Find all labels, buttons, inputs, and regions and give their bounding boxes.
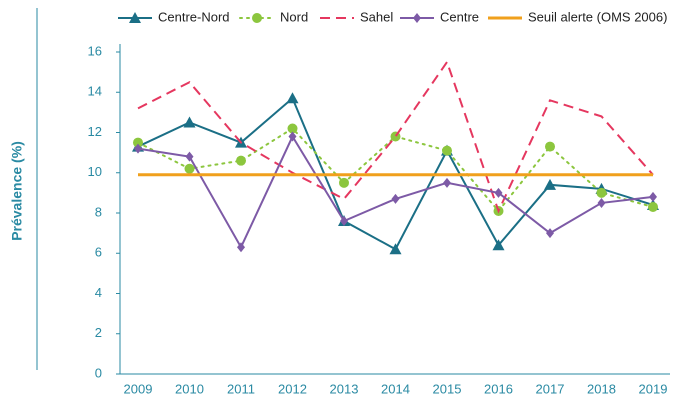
point (596, 187, 607, 198)
x-tick-label: 2013 (330, 381, 359, 396)
y-tick-label: 10 (88, 164, 102, 179)
point (649, 191, 657, 202)
x-tick-label: 2014 (381, 381, 410, 396)
y-axis-label: Prévalence (%) (9, 141, 25, 241)
point (133, 137, 143, 148)
x-tick-label: 2018 (587, 381, 616, 396)
x-tick-label: 2017 (536, 381, 565, 396)
point (546, 228, 554, 239)
y-tick-label: 14 (88, 84, 102, 99)
point (286, 92, 299, 104)
point (339, 177, 349, 188)
point (184, 163, 195, 174)
x-tick-label: 2011 (227, 381, 255, 396)
point (443, 177, 451, 188)
point (287, 123, 298, 134)
point (544, 178, 556, 190)
point (236, 155, 246, 166)
y-tick-label: 2 (95, 325, 102, 340)
series-line (137, 134, 654, 250)
point (237, 242, 245, 253)
x-tick-label: 2009 (124, 381, 153, 396)
legend-marker (252, 13, 262, 23)
point (545, 141, 555, 152)
legend-label: Seuil alerte (OMS 2006) (528, 9, 667, 24)
y-tick-label: 8 (95, 204, 102, 219)
x-tick-label: 2010 (175, 381, 204, 396)
legend-label: Sahel (360, 9, 393, 24)
legend-marker (413, 13, 421, 23)
point (391, 193, 400, 204)
point (185, 151, 194, 162)
point (389, 243, 402, 255)
legend-label: Centre (440, 9, 479, 24)
point (183, 116, 196, 128)
point (340, 216, 348, 227)
point (648, 201, 658, 212)
point (134, 143, 142, 154)
legend-label: Nord (280, 9, 308, 24)
series-line (137, 59, 654, 214)
point (494, 187, 503, 198)
point (288, 131, 297, 142)
y-tick-label: 4 (95, 285, 102, 300)
y-tick-label: 0 (95, 365, 102, 380)
x-tick-label: 2019 (639, 381, 668, 396)
x-tick-label: 2015 (433, 381, 462, 396)
x-tick-label: 2012 (278, 381, 307, 396)
point (492, 239, 505, 251)
y-tick-label: 6 (95, 245, 102, 260)
point (597, 197, 606, 208)
point (442, 145, 452, 156)
y-tick-label: 16 (88, 43, 102, 58)
x-tick-label: 2016 (484, 381, 513, 396)
legend-marker (129, 12, 141, 23)
legend-label: Centre-Nord (158, 9, 230, 24)
y-tick-label: 12 (88, 124, 102, 139)
